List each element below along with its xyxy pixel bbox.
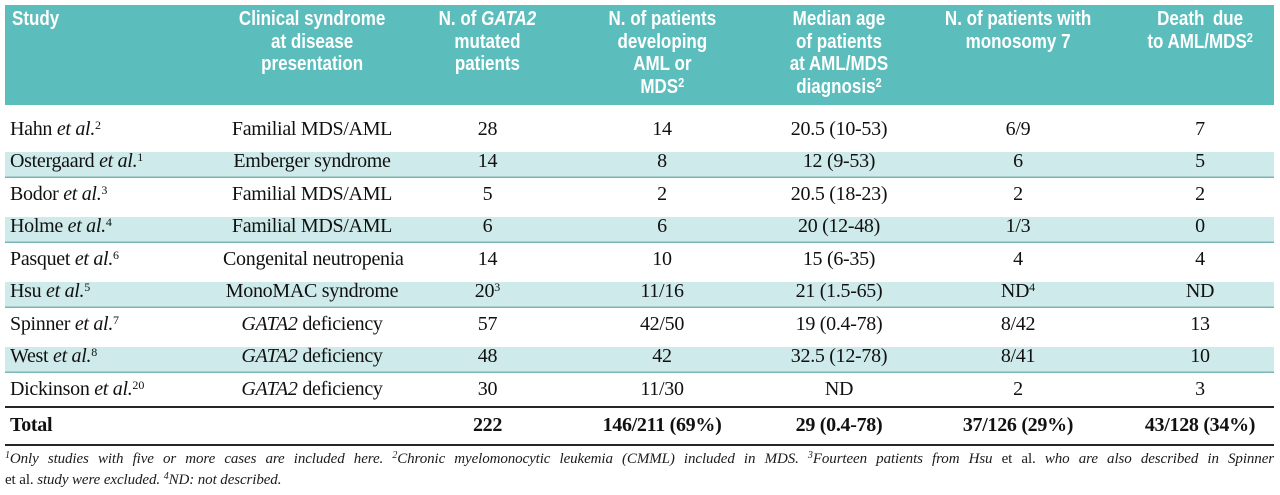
study-cell: Hahn et al.2 (10, 117, 102, 140)
developing-aml-mds-cell: 14 (652, 117, 672, 140)
developing-aml-mds-cell: 11/30 (640, 377, 684, 400)
death-aml-mds-cell: 7 (1195, 117, 1205, 140)
column-header-median-age: Median age of patients at AML/MDS diagnosis… (750, 5, 928, 113)
mutated-patients-cell: 57 (477, 312, 498, 335)
developing-aml-mds-cell: 10 (652, 247, 672, 270)
monosomy-7-cell: 1/3 (928, 210, 1108, 243)
footnote-line-1: 1Only studies with five or more cases ar… (5, 450, 1274, 468)
developing-aml-mds-cell: 6 (574, 210, 750, 243)
mutated-patients-cell: 14 (401, 145, 574, 178)
syndrome-cell: GATA2 deficiency (223, 340, 401, 373)
developing-aml-mds-cell: 42/50 (639, 312, 685, 335)
study-cell: Spinner et al.7 (10, 312, 120, 335)
death-aml-mds-cell: 3 (1195, 377, 1205, 400)
mutated-patients-cell: 203 (401, 275, 574, 308)
mutated-patients-cell: 28 (477, 117, 498, 140)
death-aml-mds-cell: 4 (1195, 247, 1205, 270)
table-row: Ostergaard et al.1 Emberger syndrome 14 … (5, 145, 1274, 178)
total-monosomy-7: 37/126 (29%) (928, 405, 1108, 446)
developing-aml-mds-cell: 11/16 (574, 275, 750, 308)
death-aml-mds-cell: 5 (1108, 145, 1274, 178)
median-age-cell: 20.5 (10-53) (790, 117, 888, 140)
monosomy-7-cell: 8/42 (1000, 312, 1036, 335)
monosomy-7-cell: ND4 (928, 275, 1108, 308)
column-header-clinical-syndrome: Clinical syndrome at disease presentation (223, 5, 401, 113)
table-footnote: 1Only studies with five or more cases ar… (5, 449, 1274, 491)
syndrome-cell: MonoMAC syndrome (223, 275, 401, 308)
total-row: Total 222 146/211 (69%) 29 (0.4-78) 37/1… (5, 405, 1274, 446)
table-row: Holme et al.4 Familial MDS/AML 6 6 20 (1… (5, 210, 1274, 243)
table-row: Hsu et al.5 MonoMAC syndrome 203 11/16 2… (5, 275, 1274, 308)
median-age-cell: 21 (1.5-65) (750, 275, 928, 308)
total-developing-aml-mds: 146/211 (69%) (574, 405, 750, 446)
syndrome-cell: Congenital neutropenia (223, 247, 404, 270)
column-header-patients-developing-aml-mds: N. of patients developing AML or MDS2 (574, 5, 750, 113)
mutated-patients-cell: 6 (401, 210, 574, 243)
developing-aml-mds-cell: 42 (574, 340, 750, 373)
study-cell: Holme et al.4 (5, 210, 223, 243)
median-age-cell: 32.5 (12-78) (750, 340, 928, 373)
table-row: Pasquet et al.6 Congenital neutropenia 1… (5, 243, 1274, 276)
syndrome-cell: GATA2 deficiency (241, 377, 383, 400)
total-death-aml-mds: 43/128 (34%) (1108, 405, 1274, 446)
column-header-gata2-mutated-patients: N. of GATA2 mutated patients (401, 5, 574, 113)
total-median-age: 29 (0.4-78) (750, 405, 928, 446)
median-age-cell: 12 (9-53) (750, 145, 928, 178)
median-age-cell: 20 (12-48) (750, 210, 928, 243)
footnote-line-2: et al. study were excluded. 4ND: not des… (5, 471, 282, 489)
syndrome-cell: Familial MDS/AML (223, 210, 401, 243)
table-row: West et al.8 GATA2 deficiency 48 42 32.5… (5, 340, 1274, 373)
total-mutated-patients: 222 (401, 405, 574, 446)
column-header-monosomy-7: N. of patients with monosomy 7 (928, 5, 1108, 113)
column-header-study: Study (5, 5, 223, 113)
median-age-cell: 19 (0.4-78) (795, 312, 883, 335)
monosomy-7-cell: 8/41 (928, 340, 1108, 373)
study-table-figure: Study Clinical syndrome at disease present… (5, 5, 1274, 491)
mutated-patients-cell: 30 (477, 377, 498, 400)
median-age-cell: ND (824, 377, 854, 400)
study-cell: Ostergaard et al.1 (5, 145, 223, 178)
median-age-cell: 15 (6-35) (802, 247, 876, 270)
mutated-patients-cell: 48 (401, 340, 574, 373)
syndrome-cell: GATA2 deficiency (241, 312, 383, 335)
mutated-patients-cell: 14 (477, 247, 498, 270)
study-cell: Bodor et al.3 (10, 182, 108, 205)
death-aml-mds-cell: 13 (1190, 312, 1210, 335)
column-header-death-aml-mds: Death due to AML/MDS2 (1108, 5, 1274, 113)
syndrome-cell: Emberger syndrome (223, 145, 401, 178)
gata2-studies-table: Study Clinical syndrome at disease present… (5, 5, 1274, 446)
study-cell: West et al.8 (5, 340, 223, 373)
monosomy-7-cell: 6 (928, 145, 1108, 178)
death-aml-mds-cell: 2 (1195, 182, 1205, 205)
median-age-cell: 20.5 (18-23) (790, 182, 888, 205)
death-aml-mds-cell: ND (1108, 275, 1274, 308)
table-row: Dickinson et al.20 GATA2 deficiency 30 1… (5, 373, 1274, 406)
mutated-patients-cell: 5 (482, 182, 493, 205)
syndrome-cell: Familial MDS/AML (231, 117, 393, 140)
total-syndrome-cell (223, 405, 401, 446)
monosomy-7-cell: 2 (1013, 377, 1023, 400)
table-header: Study Clinical syndrome at disease present… (5, 5, 1274, 113)
header-row: Study Clinical syndrome at disease present… (5, 5, 1274, 113)
study-cell: Hsu et al.5 (5, 275, 223, 308)
study-cell: Pasquet et al.6 (10, 247, 120, 270)
total-label: Total (5, 405, 223, 446)
developing-aml-mds-cell: 2 (657, 182, 667, 205)
table-body: Hahn et al.2 Familial MDS/AML 28 14 20.5… (5, 113, 1274, 406)
death-aml-mds-cell: 0 (1108, 210, 1274, 243)
monosomy-7-cell: 2 (1013, 182, 1023, 205)
death-aml-mds-cell: 10 (1108, 340, 1274, 373)
table-row: Spinner et al.7 GATA2 deficiency 57 42/5… (5, 308, 1274, 341)
syndrome-cell: Familial MDS/AML (231, 182, 393, 205)
monosomy-7-cell: 4 (1013, 247, 1023, 270)
table-row: Hahn et al.2 Familial MDS/AML 28 14 20.5… (5, 113, 1274, 146)
developing-aml-mds-cell: 8 (574, 145, 750, 178)
study-cell: Dickinson et al.20 (10, 377, 145, 400)
monosomy-7-cell: 6/9 (1005, 117, 1031, 140)
table-total: Total 222 146/211 (69%) 29 (0.4-78) 37/1… (5, 405, 1274, 446)
table-row: Bodor et al.3 Familial MDS/AML 5 2 20.5 … (5, 178, 1274, 211)
